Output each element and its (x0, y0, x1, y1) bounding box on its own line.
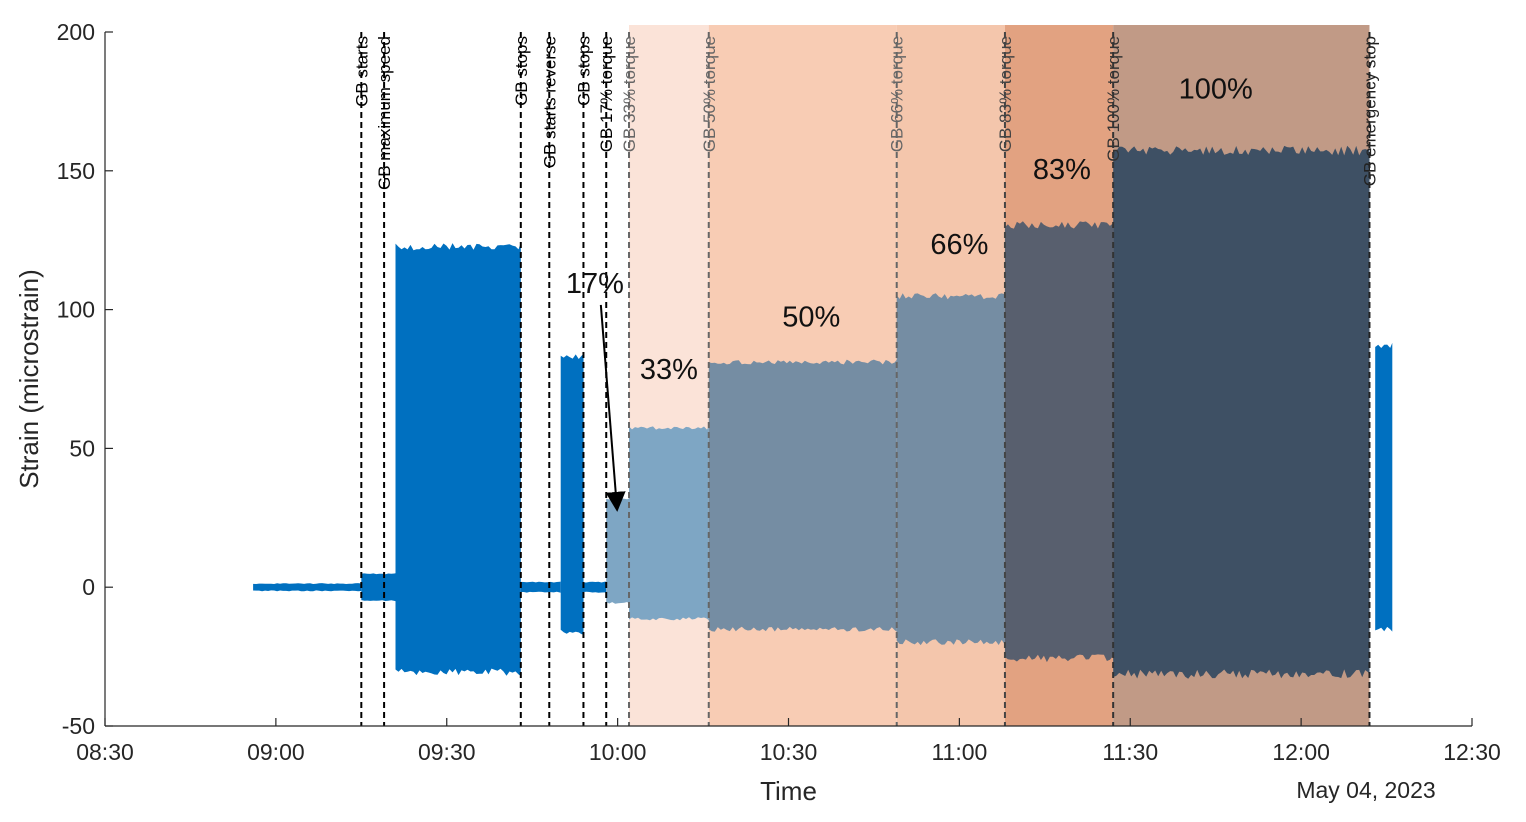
signal-segment-4 (520, 581, 561, 593)
event-label-7: GB 33% torque (620, 36, 639, 152)
y-tick-group: -50 0 50 100 150 200 (57, 19, 113, 739)
y-tick-label-2: 0 (82, 574, 95, 600)
event-label-6: GB 17% torque (597, 36, 616, 152)
x-tick-label-9: 12:30 (1443, 739, 1501, 765)
axes: 08:30 09:00 09:30 10:00 10:30 11:00 11:30 12:00… (57, 19, 1501, 765)
signal-segment-7 (606, 498, 629, 604)
event-label-11: GB 100% torque (1104, 36, 1123, 162)
x-tick-label-7: 11:30 (1102, 739, 1158, 765)
signal-segment-6 (583, 581, 607, 593)
event-label-10: GB 83% torque (996, 36, 1015, 152)
event-label-9: GB 66% torque (888, 36, 907, 152)
y-tick-label-6: 200 (57, 19, 95, 45)
event-label-2: GB maximum speed (375, 36, 394, 190)
signal-segment-2 (361, 573, 396, 602)
signal-segment-5 (560, 354, 584, 635)
x-tick-label-1: 08:30 (76, 739, 134, 765)
event-label-3: GB stops (512, 36, 531, 106)
annotation-5: 83% (1033, 154, 1091, 186)
signal-segment-1 (253, 583, 362, 592)
percent-annotations: 17% 33% 50% 66% 83% 100% (566, 74, 1253, 512)
y-tick-label-5: 150 (57, 158, 95, 184)
annotation-1: 17% (566, 268, 624, 300)
y-tick-label-4: 100 (57, 297, 95, 323)
event-label-4: GB starts reverse (540, 36, 559, 168)
signal-segment-12 (1113, 145, 1370, 679)
annotation-4: 66% (930, 229, 988, 261)
signal-segment-10 (896, 292, 1005, 646)
signal-segment-3 (395, 243, 521, 676)
x-tick-label-4: 10:00 (589, 739, 647, 765)
x-tick-group: 08:30 09:00 09:30 10:00 10:30 11:00 11:30 12:00… (76, 718, 1501, 765)
x-tick-label-5: 10:30 (760, 739, 818, 765)
signal-segment-11 (1004, 220, 1114, 663)
signal-segment-13 (1375, 342, 1393, 632)
event-label-12: GB emergency stop (1360, 36, 1379, 186)
x-tick-label-2: 09:00 (247, 739, 305, 765)
x-tick-label-3: 09:30 (418, 739, 476, 765)
y-tick-label-1: -50 (62, 713, 95, 739)
date-label: May 04, 2023 (1296, 777, 1435, 803)
annotation-6: 100% (1179, 74, 1253, 106)
event-label-1: GB starts (352, 36, 371, 107)
x-axis-label: Time (760, 776, 817, 806)
annotation-3: 50% (782, 301, 840, 333)
event-label-8: GB 50% torque (700, 36, 719, 152)
x-tick-label-8: 12:00 (1272, 739, 1330, 765)
signal-segment-9 (708, 359, 897, 632)
annotation-2: 33% (640, 354, 698, 386)
event-markers: GB starts GB maximum speed GB stops GB star… (352, 32, 1379, 726)
strain-signal (253, 145, 1393, 679)
x-tick-label-6: 11:00 (931, 739, 987, 765)
y-tick-label-3: 50 (69, 435, 95, 461)
y-axis-label: Strain (microstrain) (14, 269, 44, 489)
signal-segment-8 (629, 426, 709, 621)
event-label-5: GB stops (574, 36, 593, 106)
annotation-arrow-1 (599, 304, 626, 512)
